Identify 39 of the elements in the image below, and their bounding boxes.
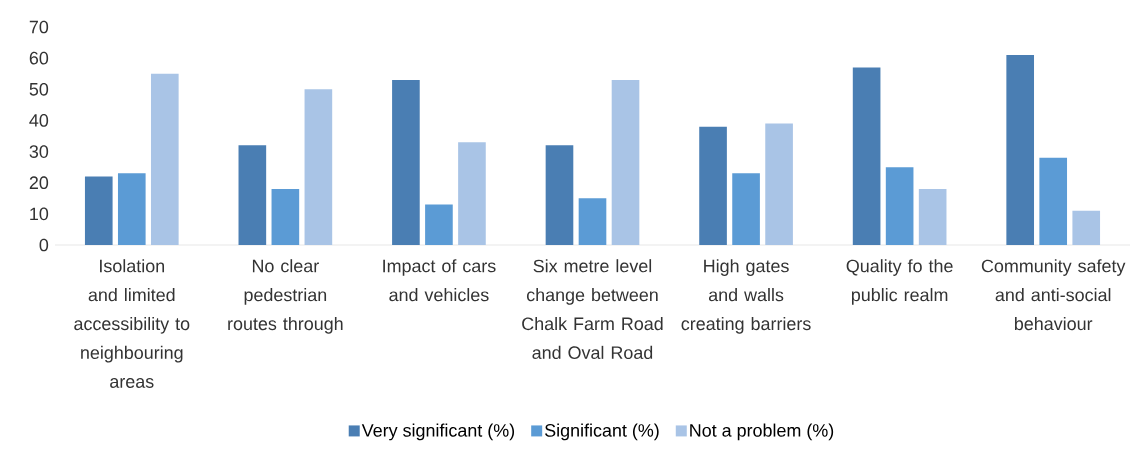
bar (1039, 157, 1068, 245)
y-tick-label: 60 (29, 51, 49, 65)
bar (304, 89, 333, 245)
x-tick-label: High gates and walls creating barriers (681, 259, 811, 334)
bar (84, 176, 113, 245)
y-tick-label: 70 (29, 20, 49, 34)
x-tick-label: Quality fo the public realm (846, 259, 953, 305)
bar (918, 188, 947, 245)
bar (458, 142, 486, 245)
bar (765, 123, 793, 245)
bar (545, 145, 574, 245)
x-tick-label: No clear pedestrian routes through (228, 259, 343, 334)
legend-label: Very significant (%) (361, 423, 515, 441)
bar (1072, 210, 1101, 245)
y-tick-label: 40 (29, 114, 49, 127)
bar (425, 204, 453, 245)
legend-label: Not a problem (%) (690, 423, 834, 441)
bar (271, 188, 300, 245)
bar (699, 126, 727, 245)
y-tick-label: 0 (39, 238, 49, 252)
legend-label: Significant (%) (544, 423, 659, 441)
bar (611, 79, 640, 245)
y-tick-label: 30 (29, 145, 49, 158)
bar (578, 198, 607, 245)
bar (117, 173, 146, 245)
bar (732, 173, 760, 245)
bar (1006, 55, 1035, 245)
bar (392, 79, 420, 245)
bar (852, 67, 881, 245)
y-tick-label: 20 (29, 176, 49, 190)
x-tick-label: Six metre level change between Chalk Farm Road and Oval Road (522, 259, 663, 360)
bar (238, 145, 267, 245)
y-tick-label: 50 (29, 82, 49, 96)
x-tick-label: Impact of cars and vehicles (383, 259, 496, 302)
x-tick-label: Isolation and limited accessibility to neighbouring areas (74, 259, 190, 388)
x-tick-label: Community safety and anti-social behaviour (981, 259, 1126, 331)
bar (150, 73, 179, 245)
bar (885, 167, 914, 245)
y-tick-label: 10 (30, 207, 49, 221)
